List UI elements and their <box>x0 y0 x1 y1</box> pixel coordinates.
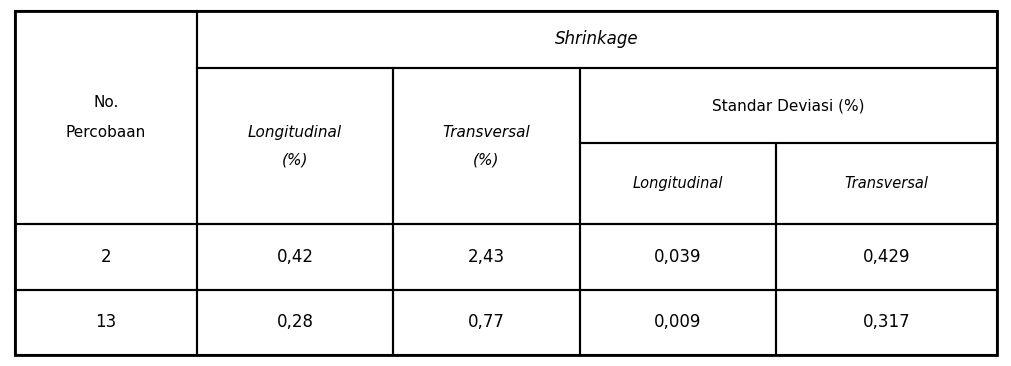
Bar <box>15 290 196 355</box>
Text: Shrinkage: Shrinkage <box>554 30 638 48</box>
Text: 0,039: 0,039 <box>653 248 701 266</box>
Bar <box>579 143 775 224</box>
Text: 0,429: 0,429 <box>861 248 909 266</box>
Bar <box>579 68 996 143</box>
Text: Transversal: Transversal <box>843 176 927 191</box>
Text: Longitudinal
(%): Longitudinal (%) <box>248 125 342 167</box>
Bar <box>196 224 392 290</box>
Bar <box>392 224 579 290</box>
Text: 0,77: 0,77 <box>467 313 504 331</box>
Bar <box>775 143 996 224</box>
Bar <box>196 11 996 68</box>
Bar <box>196 68 392 224</box>
Text: No.
Percobaan: No. Percobaan <box>66 96 146 140</box>
Bar <box>392 290 579 355</box>
Bar <box>579 224 775 290</box>
Bar <box>775 224 996 290</box>
Text: 2,43: 2,43 <box>467 248 504 266</box>
Text: Standar Deviasi (%): Standar Deviasi (%) <box>712 98 863 113</box>
Bar <box>196 290 392 355</box>
Text: 0,28: 0,28 <box>276 313 313 331</box>
Text: 13: 13 <box>95 313 116 331</box>
Text: 0,42: 0,42 <box>276 248 313 266</box>
Text: 2: 2 <box>100 248 111 266</box>
Text: Longitudinal: Longitudinal <box>632 176 722 191</box>
Text: Transversal
(%): Transversal (%) <box>442 125 530 167</box>
Bar <box>392 68 579 224</box>
Text: 0,009: 0,009 <box>653 313 701 331</box>
Bar <box>579 290 775 355</box>
Bar <box>775 290 996 355</box>
Bar <box>15 224 196 290</box>
Text: 0,317: 0,317 <box>861 313 909 331</box>
Bar <box>15 11 196 224</box>
